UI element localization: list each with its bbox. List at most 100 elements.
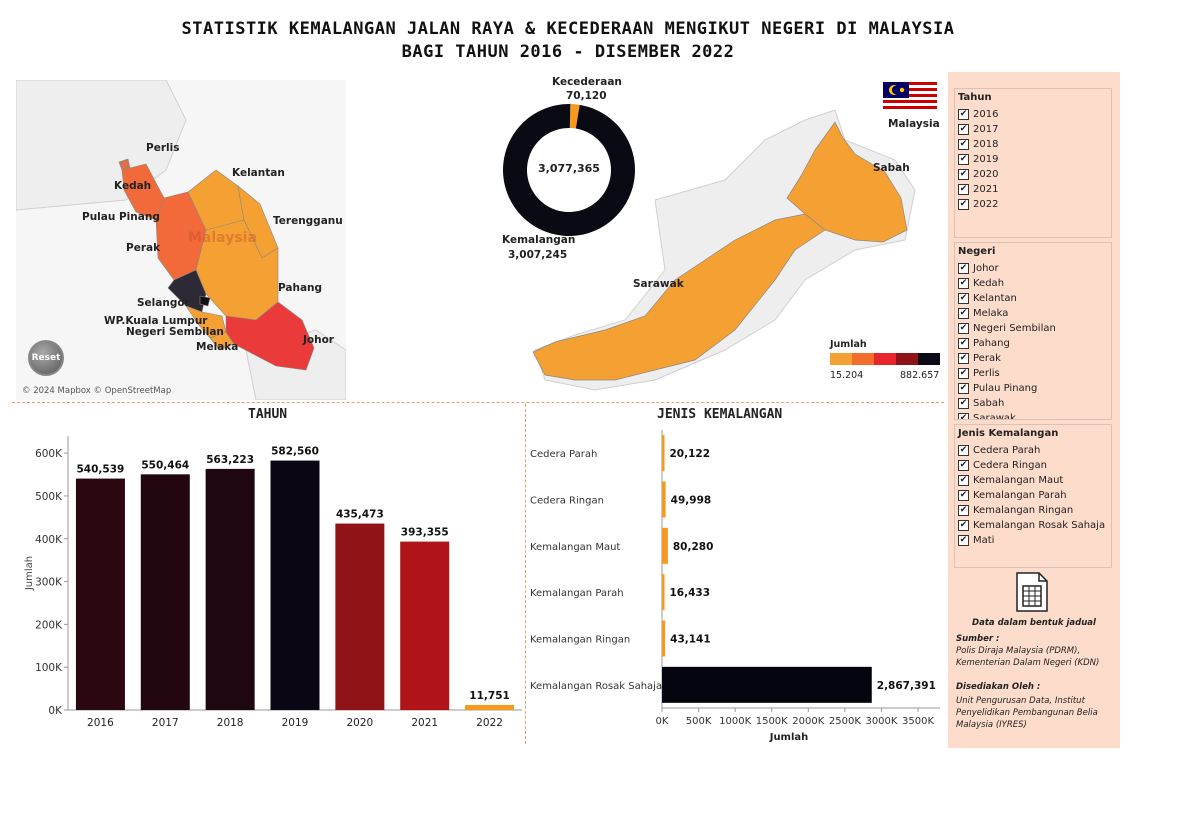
filter-negeri-list: ✔ Johor ✔ Kedah ✔ Kelantan ✔ Melaka ✔ Negeri Semb…	[955, 261, 1111, 420]
checkbox[interactable]: ✔	[958, 383, 969, 394]
borneo-map[interactable]: Malaysia Sabah Sarawak Jumlah 15.204 882…	[505, 80, 945, 400]
filter-option[interactable]: ✔ Cedera Ringan	[958, 458, 1111, 473]
checkbox[interactable]: ✔	[958, 323, 969, 334]
filter-option-label: Pulau Pinang	[973, 383, 1037, 394]
filter-option[interactable]: ✔ Pulau Pinang	[958, 381, 1111, 396]
filter-option[interactable]: ✔ Melaka	[958, 306, 1111, 321]
checkbox[interactable]: ✔	[958, 109, 969, 120]
checkbox[interactable]: ✔	[958, 263, 969, 274]
table-link-label[interactable]: Data dalam bentuk jadual	[948, 618, 1120, 629]
checkbox[interactable]: ✔	[958, 353, 969, 364]
filter-option[interactable]: ✔ 2020	[958, 167, 1111, 182]
label-negeri-sembilan: Negeri Sembilan	[126, 326, 224, 338]
checkbox[interactable]: ✔	[958, 154, 969, 165]
checkbox[interactable]: ✔	[958, 169, 969, 180]
filter-option[interactable]: ✔ 2019	[958, 152, 1111, 167]
filter-option[interactable]: ✔ 2022	[958, 197, 1111, 212]
checkbox[interactable]: ✔	[958, 139, 969, 150]
filter-option[interactable]: ✔ 2021	[958, 182, 1111, 197]
bar-2016[interactable]	[76, 479, 125, 710]
checkbox[interactable]: ✔	[958, 338, 969, 349]
checkbox[interactable]: ✔	[958, 308, 969, 319]
checkbox[interactable]: ✔	[958, 505, 969, 516]
bar-2018[interactable]	[206, 469, 255, 710]
map-attribution[interactable]: © 2024 Mapbox © OpenStreetMap	[22, 386, 171, 396]
checkbox[interactable]: ✔	[958, 184, 969, 195]
checkbox[interactable]: ✔	[958, 293, 969, 304]
bar-kemalangan-parah[interactable]	[662, 574, 665, 610]
filter-option[interactable]: ✔ Kemalangan Rosak Sahaja	[958, 518, 1111, 533]
state-kuala-lumpur[interactable]	[200, 296, 210, 306]
checkbox[interactable]: ✔	[958, 199, 969, 210]
checkbox[interactable]: ✔	[958, 398, 969, 409]
filter-option[interactable]: ✔ Kemalangan Maut	[958, 473, 1111, 488]
bar-2019[interactable]	[271, 461, 320, 710]
bar-kemalangan-ringan[interactable]	[662, 621, 665, 657]
type-bar-chart: 20,122Cedera Parah49,998Cedera Ringan80,…	[526, 426, 944, 750]
checkbox[interactable]: ✔	[958, 124, 969, 135]
checkbox[interactable]: ✔	[958, 520, 969, 531]
checkbox[interactable]: ✔	[958, 413, 969, 420]
filter-tahun-title: Tahun	[958, 92, 1108, 103]
bar-value-label: 16,433	[670, 587, 711, 599]
x-tick-label: 3000K	[865, 716, 897, 727]
filter-option-label: 2020	[973, 169, 998, 180]
prepared-line-1: Unit Pengurusan Data, Institut	[956, 696, 1116, 707]
label-sabah: Sabah	[873, 162, 910, 174]
y-tick-label: 500K	[35, 491, 63, 503]
label-kedah: Kedah	[114, 180, 151, 192]
filter-option-label: 2018	[973, 139, 998, 150]
category-label: Kemalangan Rosak Sahaja	[530, 681, 662, 692]
filter-option[interactable]: ✔ Kemalangan Parah	[958, 488, 1111, 503]
spreadsheet-icon[interactable]	[1015, 572, 1049, 612]
checkbox[interactable]: ✔	[958, 445, 969, 456]
filter-option[interactable]: ✔ Johor	[958, 261, 1111, 276]
filter-option[interactable]: ✔ Mati	[958, 533, 1111, 548]
checkbox[interactable]: ✔	[958, 460, 969, 471]
source-line-1: Polis Diraja Malaysia (PDRM),	[956, 646, 1116, 657]
filter-option[interactable]: ✔ Kelantan	[958, 291, 1111, 306]
malaysia-flag-icon	[883, 82, 937, 112]
label-sarawak: Sarawak	[633, 278, 684, 290]
filter-tahun-list: ✔ 2016 ✔ 2017 ✔ 2018 ✔ 2019 ✔ 2020 ✔ 2021 ✔ 2022	[955, 107, 1111, 212]
bar-cedera-ringan[interactable]	[662, 482, 666, 518]
checkbox[interactable]: ✔	[958, 490, 969, 501]
filter-option[interactable]: ✔ Negeri Sembilan	[958, 321, 1111, 336]
bar-2021[interactable]	[400, 542, 449, 710]
filter-option[interactable]: ✔ Sabah	[958, 396, 1111, 411]
filter-option[interactable]: ✔ 2017	[958, 122, 1111, 137]
filter-jenis: Jenis Kemalangan ✔ Cedera Parah ✔ Cedera Ri…	[954, 424, 1112, 568]
checkbox[interactable]: ✔	[958, 368, 969, 379]
filter-option[interactable]: ✔ Kedah	[958, 276, 1111, 291]
bar-kemalangan-maut[interactable]	[662, 528, 668, 564]
label-selangor: Selangor	[137, 297, 190, 309]
peninsular-map[interactable]: Perlis Kedah Pulau Pinang Perak Kelantan…	[16, 80, 346, 400]
filter-option-label: Kemalangan Parah	[973, 490, 1067, 501]
bar-2020[interactable]	[335, 524, 384, 710]
bar-cedera-parah[interactable]	[662, 435, 665, 471]
bar-2017[interactable]	[141, 474, 190, 710]
filter-option[interactable]: ✔ Cedera Parah	[958, 443, 1111, 458]
checkbox[interactable]: ✔	[958, 535, 969, 546]
category-label: Kemalangan Maut	[530, 542, 620, 553]
reset-button[interactable]: Reset	[28, 340, 64, 376]
filter-option-label: Sabah	[973, 398, 1004, 409]
checkbox[interactable]: ✔	[958, 475, 969, 486]
filter-option[interactable]: ✔ 2016	[958, 107, 1111, 122]
source-line-2: Kementerian Dalam Negeri (KDN)	[956, 658, 1116, 669]
checkbox[interactable]: ✔	[958, 278, 969, 289]
filter-option[interactable]: ✔ Perak	[958, 351, 1111, 366]
filter-option[interactable]: ✔ 2018	[958, 137, 1111, 152]
filter-option-label: Melaka	[973, 308, 1008, 319]
filter-option[interactable]: ✔ Sarawak	[958, 411, 1111, 420]
filter-option[interactable]: ✔ Kemalangan Ringan	[958, 503, 1111, 518]
legend-min: 15.204	[830, 370, 863, 381]
filter-option[interactable]: ✔ Perlis	[958, 366, 1111, 381]
filter-option[interactable]: ✔ Pahang	[958, 336, 1111, 351]
prepared-line-2: Penyelidikan Pembangunan Belia	[956, 708, 1116, 719]
filter-option-label: 2016	[973, 109, 998, 120]
filter-negeri: Negeri ✔ Johor ✔ Kedah ✔ Kelantan ✔ Melaka ✔ Nege…	[954, 242, 1112, 420]
bar-kemalangan-rosak-sahaja[interactable]	[662, 667, 872, 703]
horizontal-divider	[12, 402, 944, 403]
bar-2022[interactable]	[465, 705, 514, 710]
